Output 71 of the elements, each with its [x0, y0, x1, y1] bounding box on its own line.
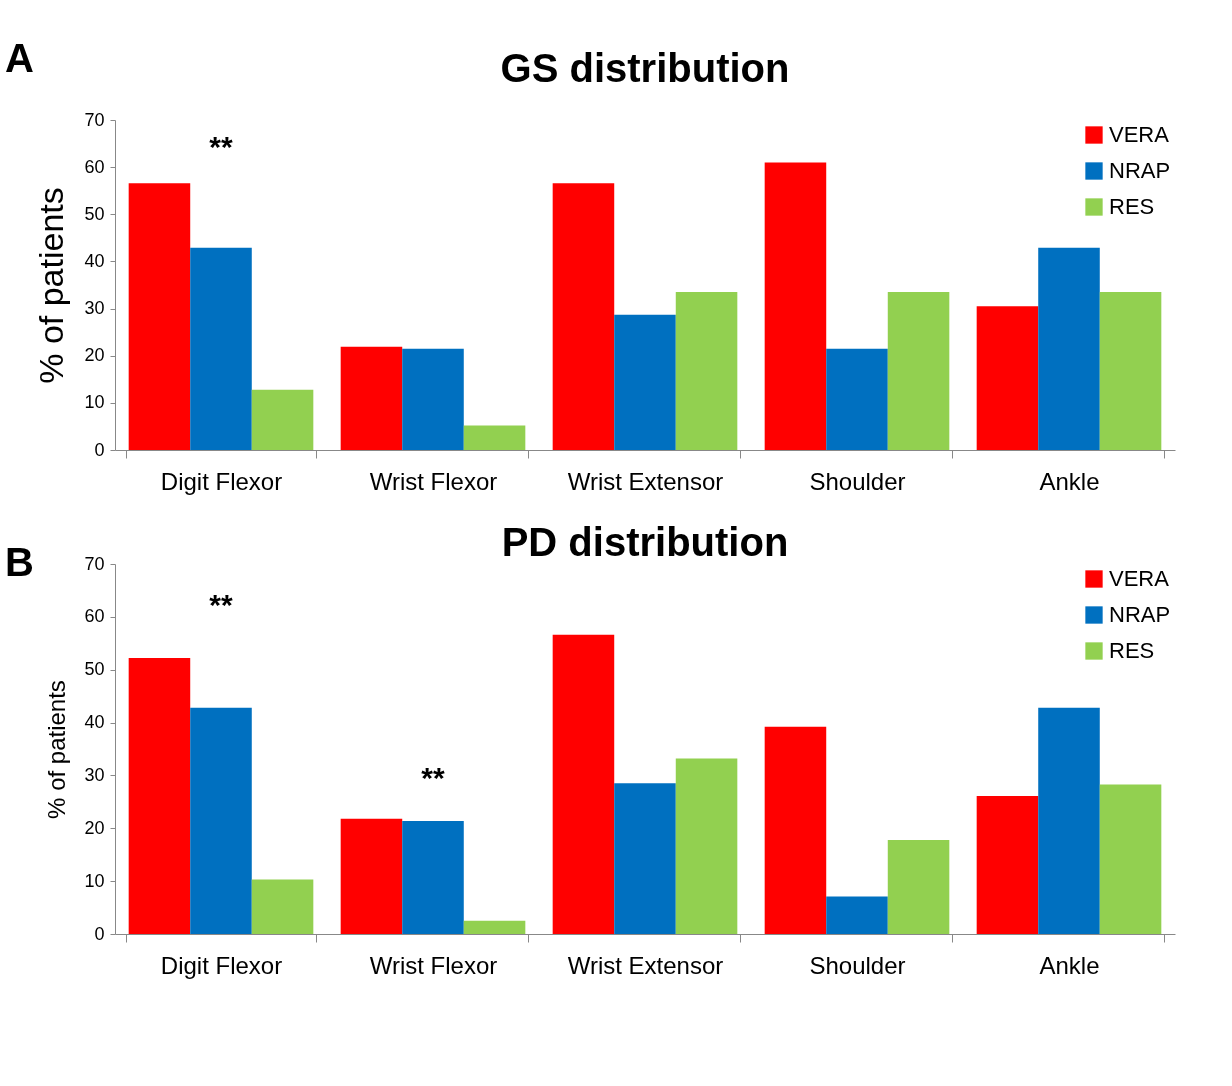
bar: [128, 658, 191, 934]
bar: [614, 783, 676, 934]
bar: [976, 796, 1039, 934]
legend-label: RES: [1109, 638, 1155, 663]
y-tick-label: 20: [84, 345, 105, 366]
y-tick-label: 0: [94, 439, 105, 460]
bar: [552, 634, 615, 934]
x-tick-label: Wrist Extensor: [567, 467, 724, 495]
x-tick-label: Wrist Extensor: [567, 951, 724, 979]
y-axis-title: % of patients: [32, 187, 71, 384]
x-tick-label: Wrist Flexor: [369, 467, 498, 495]
bar: [340, 818, 403, 934]
bar: [614, 314, 676, 450]
y-tick-label: 70: [84, 553, 105, 574]
y-tick-label: 40: [84, 712, 105, 733]
bar: [826, 896, 888, 934]
x-tick-label: Shoulder: [809, 467, 906, 495]
x-tick-label: Ankle: [1039, 467, 1100, 495]
x-tick-label: Digit Flexor: [160, 951, 283, 979]
x-tick-label: Shoulder: [809, 951, 906, 979]
chart-title: GS distribution: [500, 46, 790, 90]
bar: [1038, 247, 1100, 450]
y-tick-label: 60: [84, 606, 105, 627]
bar: [128, 183, 191, 450]
annotation: **: [209, 130, 233, 163]
y-tick-label: 70: [84, 109, 105, 130]
bar: [402, 820, 464, 934]
bar: [764, 162, 827, 450]
bar: [340, 346, 403, 450]
x-tick-label: Digit Flexor: [160, 467, 283, 495]
y-tick-label: 50: [84, 203, 105, 224]
y-tick-label: 30: [84, 298, 105, 319]
annotation: **: [421, 761, 445, 794]
x-tick-label: Wrist Flexor: [369, 951, 498, 979]
y-tick-label: 10: [84, 392, 105, 413]
y-axis-title: % of patients: [43, 680, 71, 819]
y-tick-label: 50: [84, 659, 105, 680]
bar: [251, 879, 314, 934]
annotation: **: [209, 588, 233, 621]
bar: [251, 389, 314, 450]
y-tick-label: 10: [84, 870, 105, 891]
text: B: [5, 540, 34, 584]
chart-title: PD distribution: [501, 520, 789, 564]
y-tick-label: 0: [94, 923, 105, 944]
x-tick-label: Ankle: [1039, 951, 1100, 979]
bar: [552, 183, 615, 450]
bar: [190, 247, 252, 450]
bar: [764, 726, 827, 934]
y-tick-label: 40: [84, 250, 105, 271]
bar: [826, 348, 888, 450]
y-tick-label: 20: [84, 817, 105, 838]
bar: [1038, 707, 1100, 934]
bar: [675, 292, 738, 450]
legend-label: VERA: [1109, 566, 1170, 591]
legend-label: NRAP: [1109, 602, 1171, 627]
bar: [887, 839, 950, 934]
bar: [402, 348, 464, 450]
bar: [887, 292, 950, 450]
bar: [1099, 292, 1162, 450]
legend-label: RES: [1109, 194, 1155, 219]
bar: [463, 920, 526, 934]
bar: [675, 758, 738, 934]
bar: [463, 425, 526, 450]
bar: [1099, 784, 1162, 934]
y-tick-label: 30: [84, 764, 105, 785]
text: A: [5, 36, 34, 80]
bar: [976, 306, 1039, 450]
bar: [190, 707, 252, 934]
legend-label: NRAP: [1109, 158, 1171, 183]
y-tick-label: 60: [84, 156, 105, 177]
legend-label: VERA: [1109, 122, 1170, 147]
